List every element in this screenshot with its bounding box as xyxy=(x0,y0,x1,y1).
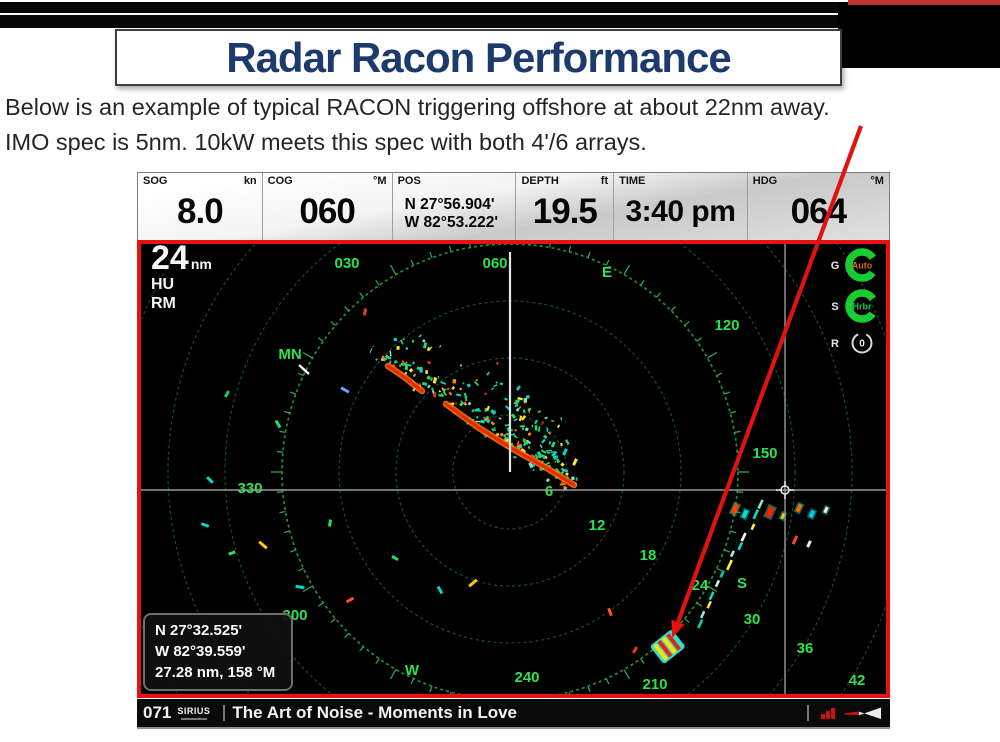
depth-label: DEPTH xyxy=(521,175,559,187)
slide-title-box: Radar Racon Performance xyxy=(115,29,842,86)
bearing-label-S: S xyxy=(737,575,747,592)
bearing-label-150: 150 xyxy=(752,445,777,462)
cursor-range-bearing: 27.28 nm, 158 °M xyxy=(155,664,276,681)
sirius-logo: SIRIUS xyxy=(177,705,211,720)
ring-label-6: 6 xyxy=(545,483,553,500)
cursor-lon: W 82°39.559' xyxy=(155,643,246,660)
top-band-divider xyxy=(0,13,1000,15)
ring-label-18: 18 xyxy=(640,547,657,564)
ring-label-30: 30 xyxy=(744,611,761,628)
pos-label: POS xyxy=(397,175,421,187)
media-separator xyxy=(223,705,226,721)
radar-mfd: SOG kn 8.0 COG °M 060 POS N 27°56.904' W 8… xyxy=(137,172,890,731)
sea-control-knob[interactable]: S Hrbr xyxy=(831,289,879,323)
ring-label-12: 12 xyxy=(589,517,606,534)
ring-label-42: 42 xyxy=(849,672,866,689)
motion-mode: RM xyxy=(151,295,176,312)
sea-knob-letter: S xyxy=(831,301,838,313)
cog-unit: °M xyxy=(373,175,387,187)
rain-knob-letter: R xyxy=(831,338,839,350)
ring-label-24: 24 xyxy=(692,577,709,594)
bearing-label-060: 060 xyxy=(482,255,507,272)
range-value: 24 xyxy=(151,239,189,277)
instrument-bar: SOG kn 8.0 COG °M 060 POS N 27°56.904' W 8… xyxy=(137,172,890,240)
racon-target xyxy=(650,630,685,664)
channel-number: 071 xyxy=(143,703,172,722)
page-title: Radar Racon Performance xyxy=(226,33,732,81)
gain-knob-value: Auto xyxy=(852,261,873,271)
depth-value: 19.5 xyxy=(532,191,598,231)
instrument-hdg: HDG °M 064 xyxy=(748,173,889,240)
instrument-depth: DEPTH ft 19.5 xyxy=(516,173,615,240)
volume-wedge-icon xyxy=(844,707,881,719)
hdg-unit: °M xyxy=(870,175,884,187)
orientation-mode: HU xyxy=(151,276,175,293)
ring-label-36: 36 xyxy=(797,640,814,657)
gain-control-knob[interactable]: G Auto xyxy=(831,248,879,282)
track-title: The Art of Noise - Moments in Love xyxy=(232,703,517,722)
top-right-black-block xyxy=(838,2,1000,68)
pos-lon: W 82°53.222' xyxy=(404,213,499,231)
range-unit: nm xyxy=(190,256,212,272)
bearing-label-E: E xyxy=(602,264,612,281)
bearing-label-W: W xyxy=(405,662,420,679)
provider-tagline-rule xyxy=(180,717,207,720)
sog-value: 8.0 xyxy=(177,191,224,231)
bearing-label-MN: MN xyxy=(278,346,301,363)
cog-label: COG xyxy=(267,175,293,187)
top-right-red-strip xyxy=(848,0,1000,5)
instrument-time: TIME 3:40 pm xyxy=(614,173,748,240)
depth-unit: ft xyxy=(600,175,609,187)
instrument-pos: POS N 27°56.904' W 82°53.222' xyxy=(393,173,517,240)
bearing-label-240: 240 xyxy=(514,669,539,686)
sea-knob-value: Hrbr xyxy=(852,302,871,312)
bearing-label-330: 330 xyxy=(237,480,262,497)
bearing-label-210: 210 xyxy=(642,676,667,693)
time-value: 3:40 pm xyxy=(625,194,736,228)
slide-body-text: Below is an example of typical RACON tri… xyxy=(5,90,997,160)
racon-response-trail xyxy=(697,499,764,629)
radar-ppi-screen[interactable]: MN 030 060 E 120 150 S 210 240 W 30 0 330 6 12 18 24 30 36… xyxy=(137,240,890,698)
provider-name: SIRIUS xyxy=(177,705,211,716)
instrument-sog: SOG kn 8.0 xyxy=(138,173,263,240)
cursor-lat: N 27°32.525' xyxy=(155,622,243,639)
range-overlay: 24 nm HU RM xyxy=(151,241,212,313)
sog-label: SOG xyxy=(143,175,168,187)
magnetic-north-mark xyxy=(298,364,310,375)
time-label: TIME xyxy=(619,175,646,187)
instrument-cog: COG °M 060 xyxy=(263,173,393,240)
bearing-label-030: 030 xyxy=(334,255,359,272)
hdg-value: 064 xyxy=(790,191,847,231)
pos-lat: N 27°56.904' xyxy=(404,195,495,213)
media-separator xyxy=(807,705,809,721)
top-black-band xyxy=(0,2,1000,28)
body-line-2: IMO spec is 5nm. 10kW meets this spec wi… xyxy=(5,129,647,155)
signal-strength-icon xyxy=(821,708,835,719)
bearing-label-120: 120 xyxy=(714,317,739,334)
cursor-position-box: N 27°32.525' W 82°39.559' 27.28 nm, 158 … xyxy=(143,613,294,691)
cog-value: 060 xyxy=(299,191,355,231)
rain-knob-value: 0 xyxy=(859,339,865,350)
gain-knob-letter: G xyxy=(831,260,840,272)
media-bar: 071 SIRIUS The Art of Noise - Moments in… xyxy=(137,699,890,729)
sog-unit: kn xyxy=(243,175,257,187)
body-line-1: Below is an example of typical RACON tri… xyxy=(5,94,830,120)
ring-distance-labels: 6 12 18 24 30 36 42 xyxy=(545,483,866,689)
